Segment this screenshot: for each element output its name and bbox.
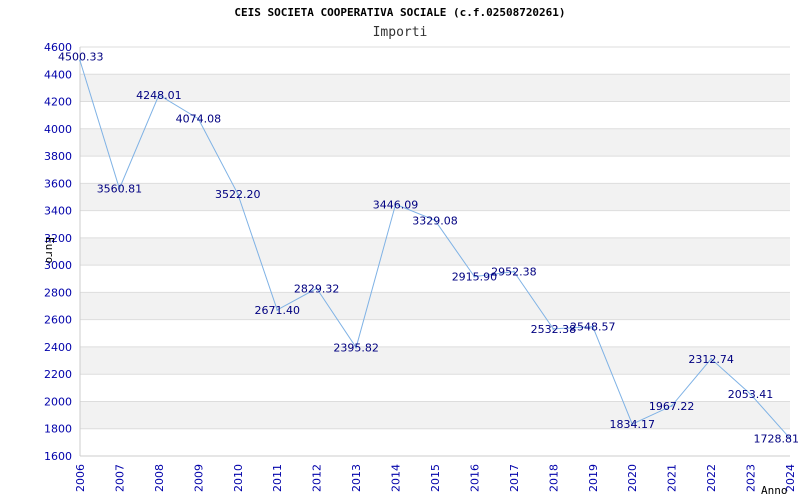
data-label: 4500.33 xyxy=(58,51,104,64)
data-point xyxy=(591,325,594,328)
grid-band xyxy=(80,183,790,211)
grid-band xyxy=(80,128,790,157)
y-axis-ticks: 1600 1800 2000 2200 2400 2600 2800 3000 3200 3400… xyxy=(44,41,72,463)
data-label: 3560.81 xyxy=(97,183,143,196)
x-tick-label: 2024 xyxy=(784,464,797,492)
grid-band xyxy=(80,74,790,102)
y-tick-label: 4000 xyxy=(44,123,72,136)
y-tick-label: 2000 xyxy=(44,395,72,408)
data-label: 2548.57 xyxy=(570,321,616,334)
x-tick-label: 2009 xyxy=(192,464,205,492)
y-tick-label: 3800 xyxy=(44,150,72,163)
x-tick-label: 2020 xyxy=(626,464,639,492)
grid-band xyxy=(80,292,790,320)
data-point xyxy=(670,404,673,407)
data-point xyxy=(79,59,81,62)
y-tick-label: 3400 xyxy=(44,205,72,218)
data-point xyxy=(276,308,279,311)
x-tick-label: 2013 xyxy=(350,464,363,492)
grid-band xyxy=(80,346,790,375)
x-tick-label: 2006 xyxy=(74,464,87,492)
y-tick-label: 2400 xyxy=(44,341,72,354)
data-point xyxy=(394,203,397,206)
grid-band xyxy=(80,237,790,266)
x-tick-label: 2012 xyxy=(311,464,324,492)
data-point xyxy=(236,192,239,195)
y-tick-label: 2800 xyxy=(44,286,72,299)
x-tick-label: 2015 xyxy=(429,464,442,492)
data-label: 2053.41 xyxy=(728,388,774,401)
x-tick-label: 2021 xyxy=(666,464,679,492)
data-label: 2671.40 xyxy=(254,304,300,317)
x-axis-label: Anno xyxy=(761,484,788,497)
data-label: 3329.08 xyxy=(412,214,458,227)
grid-lines xyxy=(79,46,790,457)
data-point xyxy=(315,287,318,290)
data-point xyxy=(197,117,200,120)
chart-subtitle: Importi xyxy=(372,25,428,40)
data-label: 1967.22 xyxy=(649,400,695,413)
data-label: 2829.32 xyxy=(294,282,340,295)
y-tick-label: 2600 xyxy=(44,314,72,327)
x-tick-label: 2022 xyxy=(705,464,718,492)
x-tick-label: 2010 xyxy=(232,464,245,492)
chart-title: CEIS SOCIETA COOPERATIVA SOCIALE (c.f.02… xyxy=(234,6,566,19)
data-point xyxy=(157,93,160,96)
data-point xyxy=(118,187,121,190)
data-label: 2915.90 xyxy=(452,271,498,284)
data-label: 4074.08 xyxy=(176,113,222,126)
y-tick-label: 4200 xyxy=(44,96,72,109)
x-tick-label: 2016 xyxy=(468,464,481,492)
data-point xyxy=(631,423,634,426)
data-label: 2395.82 xyxy=(333,342,379,355)
data-point xyxy=(355,346,358,349)
data-label: 2312.74 xyxy=(688,353,734,366)
y-tick-label: 3600 xyxy=(44,177,72,190)
y-tick-label: 3000 xyxy=(44,259,72,272)
y-tick-label: 4400 xyxy=(44,68,72,81)
data-label: 3522.20 xyxy=(215,188,261,201)
y-tick-label: 2200 xyxy=(44,368,72,381)
series-line xyxy=(79,59,791,440)
x-tick-label: 2007 xyxy=(113,464,126,492)
data-label: 3446.09 xyxy=(373,198,419,211)
x-tick-label: 2017 xyxy=(508,464,521,492)
data-label: 1728.81 xyxy=(754,432,800,445)
data-point xyxy=(552,327,555,330)
data-point xyxy=(512,270,515,273)
data-label: 4248.01 xyxy=(136,89,182,102)
data-label: 1834.17 xyxy=(609,418,655,431)
y-axis-label: Euro xyxy=(43,237,56,264)
y-tick-label: 1600 xyxy=(44,450,72,463)
data-point xyxy=(749,393,752,396)
y-tick-label: 1800 xyxy=(44,423,72,436)
y-tick-label: 4600 xyxy=(44,41,72,54)
data-labels: 4500.33 3560.81 4248.01 4074.08 3522.20 2671.… xyxy=(58,51,799,446)
x-tick-label: 2008 xyxy=(153,464,166,492)
data-point xyxy=(789,437,791,440)
x-axis-ticks: 2006 2007 2008 2009 2010 2011 2012 2013 2014 2015… xyxy=(74,464,797,492)
x-tick-label: 2014 xyxy=(390,464,403,492)
grid-bands xyxy=(80,74,790,429)
x-tick-label: 2018 xyxy=(547,464,560,492)
data-label: 2532.38 xyxy=(531,323,577,336)
data-point xyxy=(710,357,713,360)
data-label: 2952.38 xyxy=(491,266,537,279)
x-tick-label: 2019 xyxy=(587,464,600,492)
data-point xyxy=(473,275,476,278)
x-tick-label: 2023 xyxy=(745,464,758,492)
data-point xyxy=(434,219,436,222)
x-tick-label: 2011 xyxy=(271,464,284,492)
y-tick-label: 3200 xyxy=(44,232,72,245)
